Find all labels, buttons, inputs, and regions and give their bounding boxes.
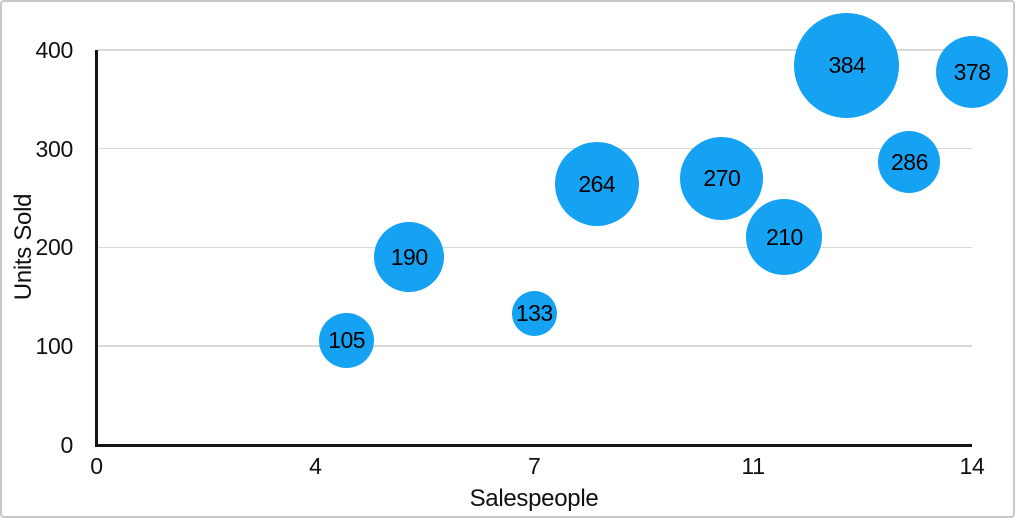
x-tick-label-0: 0: [90, 453, 103, 479]
x-tick-label-14: 14: [959, 453, 985, 479]
gridline-y-300: [96, 147, 972, 150]
bubble-286: 286: [878, 131, 941, 194]
bubble-270: 270: [680, 136, 764, 220]
x-tick-label-7: 7: [528, 453, 541, 479]
x-tick-label-11: 11: [741, 453, 765, 479]
bubble-384: 384: [794, 13, 900, 119]
bubble-210: 210: [746, 199, 823, 276]
y-axis-line: [95, 50, 98, 447]
bubble-190: 190: [374, 222, 445, 293]
bubble-133: 133: [511, 290, 557, 336]
y-tick-label-200: 200: [35, 234, 74, 261]
y-tick-label-100: 100: [35, 332, 74, 359]
gridline-y-100: [96, 345, 972, 347]
x-tick-label-4: 4: [309, 453, 322, 479]
gridline-y-400: [96, 49, 972, 51]
y-tick-label-0: 0: [60, 431, 74, 458]
x-axis-title: Salespeople: [469, 485, 599, 512]
y-tick-label-400: 400: [35, 37, 74, 63]
bubble-264: 264: [554, 142, 639, 227]
x-axis-line: [95, 443, 972, 447]
gridline-y-200: [96, 246, 972, 248]
bubble-105: 105: [319, 313, 375, 369]
y-tick-label-300: 300: [35, 135, 74, 162]
bubble-378: 378: [936, 35, 1008, 108]
